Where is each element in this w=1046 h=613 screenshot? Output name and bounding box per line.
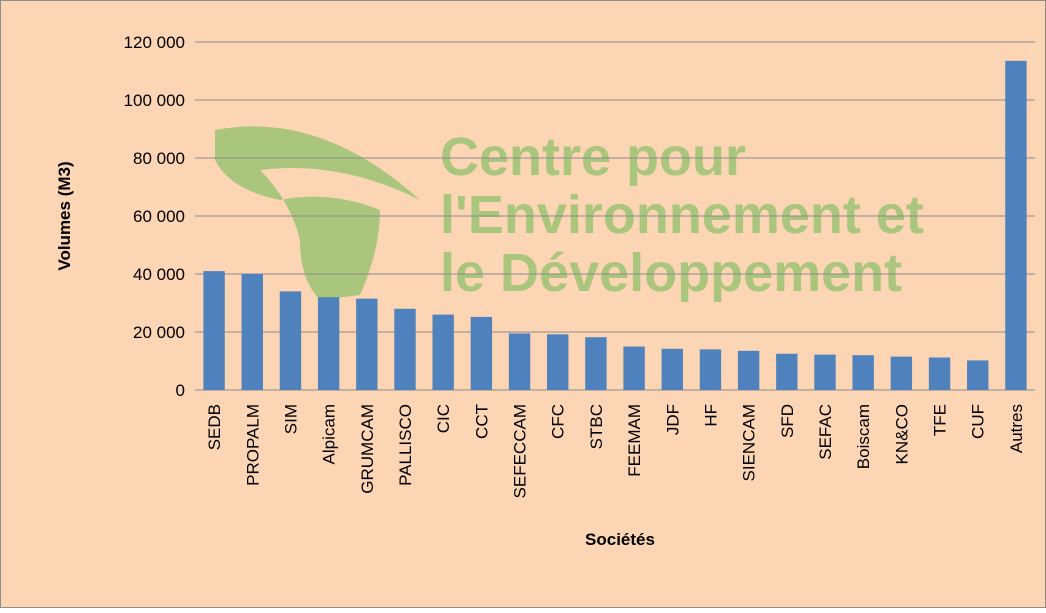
bar xyxy=(547,334,569,390)
y-tick-label: 20 000 xyxy=(133,323,185,342)
x-tick-label: GRUMCAM xyxy=(358,404,377,494)
x-tick-label: SFD xyxy=(778,404,797,438)
x-axis-title: Sociétés xyxy=(585,530,655,549)
x-tick-label: STBC xyxy=(587,404,606,449)
x-tick-label: SEDB xyxy=(205,404,224,450)
bar xyxy=(241,274,263,390)
y-tick-label: 80 000 xyxy=(133,149,185,168)
x-tick-label: Boiscam xyxy=(854,404,873,469)
x-tick-label: CUF xyxy=(969,404,988,439)
watermark-text: l'Environnement et xyxy=(440,185,924,245)
x-tick-label: Autres xyxy=(1007,404,1026,453)
bar xyxy=(470,316,493,390)
y-tick-label: 120 000 xyxy=(124,33,185,52)
x-tick-label: PALLISCO xyxy=(396,404,415,486)
bar xyxy=(776,353,798,390)
bar xyxy=(279,291,302,390)
bar xyxy=(394,308,416,390)
x-tick-label: FEEMAM xyxy=(625,404,644,477)
x-tick-label: SEFECCAM xyxy=(511,404,530,498)
x-tick-label: KN&CO xyxy=(892,404,911,464)
y-axis-title: Volumes (M3) xyxy=(55,161,74,270)
bar xyxy=(432,314,454,390)
x-tick-label: HF xyxy=(701,404,720,427)
y-tick-label: 40 000 xyxy=(133,265,185,284)
watermark-text: Centre pour xyxy=(440,127,746,187)
bar xyxy=(814,354,836,390)
x-tick-label: CFC xyxy=(549,404,568,439)
watermark-text: le Développement xyxy=(440,243,902,303)
bar xyxy=(203,271,225,390)
x-tick-label: TFE xyxy=(931,404,950,436)
x-tick-label: CCT xyxy=(472,404,491,439)
bar xyxy=(737,350,760,390)
x-tick-label: SEFAC xyxy=(816,404,835,460)
bar xyxy=(317,297,340,390)
bar xyxy=(623,346,645,390)
bar xyxy=(699,349,722,390)
bar xyxy=(890,356,913,390)
y-tick-label: 60 000 xyxy=(133,207,185,226)
watermark-logo xyxy=(215,126,420,300)
x-tick-label: JDF xyxy=(663,404,682,435)
x-tick-label: PROPALM xyxy=(243,404,262,486)
bar xyxy=(852,355,874,390)
x-tick-label: SIENCAM xyxy=(740,404,759,481)
x-tick-label: Alpicam xyxy=(320,404,339,464)
bar xyxy=(661,348,683,390)
bar xyxy=(585,337,607,390)
y-tick-label: 0 xyxy=(176,381,185,400)
bar xyxy=(967,360,989,390)
x-tick-label: CIC xyxy=(434,404,453,433)
y-tick-label: 100 000 xyxy=(124,91,185,110)
bar xyxy=(1005,60,1027,390)
bar xyxy=(928,357,951,390)
bar xyxy=(356,298,378,390)
bar xyxy=(508,333,531,390)
x-tick-label: SIM xyxy=(281,404,300,434)
